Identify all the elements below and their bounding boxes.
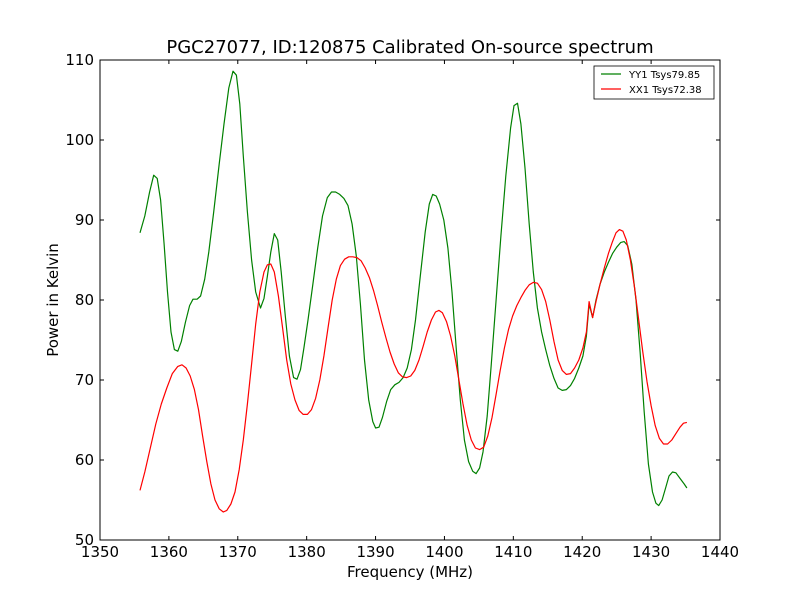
y-tick-label-1: 60 — [75, 451, 94, 469]
y-tick-label-6: 110 — [65, 51, 94, 69]
y-tick-label-4: 90 — [75, 211, 94, 229]
y-tick-label-5: 100 — [65, 131, 94, 149]
x-tick-label-7: 1420 — [563, 543, 601, 561]
legend-label-yy1: YY1 Tsys79.85 — [628, 70, 700, 81]
legend: YY1 Tsys79.85 XX1 Tsys72.38 — [593, 65, 715, 100]
chart-title: PGC27077, ID:120875 Calibrated On-source… — [166, 37, 653, 58]
x-tick-label-6: 1410 — [494, 543, 532, 561]
x-tick-label-9: 1440 — [701, 543, 739, 561]
plot-area — [139, 70, 688, 513]
x-tick-label-4: 1390 — [356, 543, 394, 561]
legend-label-xx1: XX1 Tsys72.38 — [629, 85, 702, 96]
legend-box — [593, 65, 715, 100]
y-tick-label-2: 70 — [75, 371, 94, 389]
y-axis-label: Power in Kelvin — [44, 243, 62, 357]
y-tick-label-0: 50 — [75, 531, 94, 549]
x-tick-label-3: 1380 — [288, 543, 326, 561]
series-line-1 — [139, 229, 688, 513]
x-tick-label-0: 1350 — [81, 543, 119, 561]
x-axis-label: Frequency (MHz) — [347, 563, 473, 581]
series-line-0 — [139, 70, 688, 507]
x-tick-label-1: 1360 — [150, 543, 188, 561]
axis-ticks: 1350 1360 1370 1380 1390 1400 1410 1420 1430 1440… — [65, 51, 739, 561]
x-tick-label-8: 1430 — [632, 543, 670, 561]
y-tick-label-3: 80 — [75, 291, 94, 309]
x-tick-label-5: 1400 — [425, 543, 463, 561]
x-tick-label-2: 1370 — [219, 543, 257, 561]
